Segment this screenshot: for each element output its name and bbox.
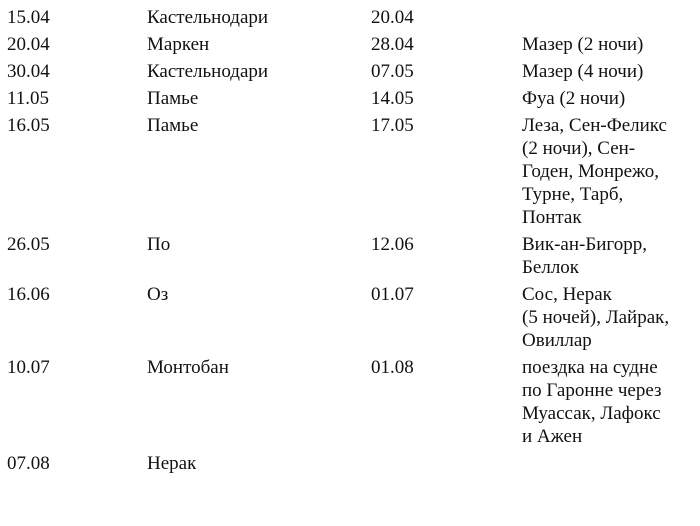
excursion-notes: Сос, Нерак (5 ночей), Лайрак, Овиллар bbox=[522, 283, 700, 352]
table-row: 26.05 По 12.06 Вик-ан-Бигорр, Беллок bbox=[0, 233, 700, 283]
departure-date: 07.05 bbox=[371, 61, 414, 82]
arrival-date: 10.07 bbox=[7, 357, 50, 378]
note-line: Беллок bbox=[522, 257, 580, 278]
place-name: Памье bbox=[147, 115, 199, 136]
place-name: Оз bbox=[147, 284, 169, 305]
excursion-notes: поездка на судне по Гаронне через Муассак,… bbox=[522, 356, 700, 448]
table-row: 10.07 Монтобан 01.08 поездка на судне по Гар… bbox=[0, 356, 700, 452]
note-line: Муассак, Лафокс bbox=[522, 403, 661, 424]
table-row: 07.08 Нерак bbox=[0, 452, 700, 479]
note-line: Мазер (4 ночи) bbox=[522, 61, 644, 82]
place-name: Нерак bbox=[147, 453, 197, 474]
departure-date: 01.07 bbox=[371, 284, 414, 305]
excursion-notes bbox=[522, 452, 700, 475]
note-line: (2 ночи), Сен- bbox=[522, 138, 636, 159]
note-line: Годен, Монрежо, bbox=[522, 161, 659, 182]
departure-date: 28.04 bbox=[371, 34, 414, 55]
note-line: Леза, Сен-Феликс bbox=[522, 115, 667, 136]
departure-date: 14.05 bbox=[371, 88, 414, 109]
note-line: Овиллар bbox=[522, 330, 592, 351]
arrival-date: 07.08 bbox=[7, 453, 50, 474]
note-line: Мазер (2 ночи) bbox=[522, 34, 644, 55]
arrival-date: 16.05 bbox=[7, 115, 50, 136]
departure-date: 12.06 bbox=[371, 234, 414, 255]
departure-date: 20.04 bbox=[371, 7, 414, 28]
excursion-notes bbox=[522, 6, 700, 29]
place-name: Кастельнодари bbox=[147, 7, 269, 28]
departure-date: 01.08 bbox=[371, 357, 414, 378]
place-name: Маркен bbox=[147, 34, 210, 55]
table-row: 15.04 Кастельнодари 20.04 bbox=[0, 6, 700, 33]
note-line: поездка на судне bbox=[522, 357, 658, 378]
excursion-notes: Фуа (2 ночи) bbox=[522, 87, 700, 110]
table-row: 16.05 Памье 17.05 Леза, Сен-Феликс (2 ночи),… bbox=[0, 114, 700, 233]
excursion-notes: Леза, Сен-Феликс (2 ночи), Сен- Годен, Мон… bbox=[522, 114, 700, 229]
place-name: Памье bbox=[147, 88, 199, 109]
excursion-notes: Мазер (4 ночи) bbox=[522, 60, 700, 83]
place-name: По bbox=[147, 234, 171, 255]
note-line: и Ажен bbox=[522, 426, 583, 447]
arrival-date: 15.04 bbox=[7, 7, 50, 28]
note-line: Вик-ан-Бигорр, bbox=[522, 234, 647, 255]
table-row: 16.06 Оз 01.07 Сос, Нерак (5 ночей), Лайрак,… bbox=[0, 283, 700, 356]
excursion-notes: Мазер (2 ночи) bbox=[522, 33, 700, 56]
itinerary-table: 15.04 Кастельнодари 20.04 20.04 Маркен 28.04 М… bbox=[0, 6, 700, 479]
note-line: (5 ночей), Лайрак, bbox=[522, 307, 670, 328]
note-line: по Гаронне через bbox=[522, 380, 662, 401]
place-name: Кастельнодари bbox=[147, 61, 269, 82]
note-line: Турне, Тарб, bbox=[522, 184, 624, 205]
table-row: 20.04 Маркен 28.04 Мазер (2 ночи) bbox=[0, 33, 700, 60]
note-line: Фуа (2 ночи) bbox=[522, 88, 626, 109]
place-name: Монтобан bbox=[147, 357, 229, 378]
arrival-date: 30.04 bbox=[7, 61, 50, 82]
arrival-date: 20.04 bbox=[7, 34, 50, 55]
table-row: 30.04 Кастельнодари 07.05 Мазер (4 ночи) bbox=[0, 60, 700, 87]
departure-date: 17.05 bbox=[371, 115, 414, 136]
arrival-date: 26.05 bbox=[7, 234, 50, 255]
arrival-date: 16.06 bbox=[7, 284, 50, 305]
arrival-date: 11.05 bbox=[7, 88, 50, 109]
table-row: 11.05 Памье 14.05 Фуа (2 ночи) bbox=[0, 87, 700, 114]
excursion-notes: Вик-ан-Бигорр, Беллок bbox=[522, 233, 700, 279]
note-line: Понтак bbox=[522, 207, 582, 228]
note-line: Сос, Нерак bbox=[522, 284, 612, 305]
